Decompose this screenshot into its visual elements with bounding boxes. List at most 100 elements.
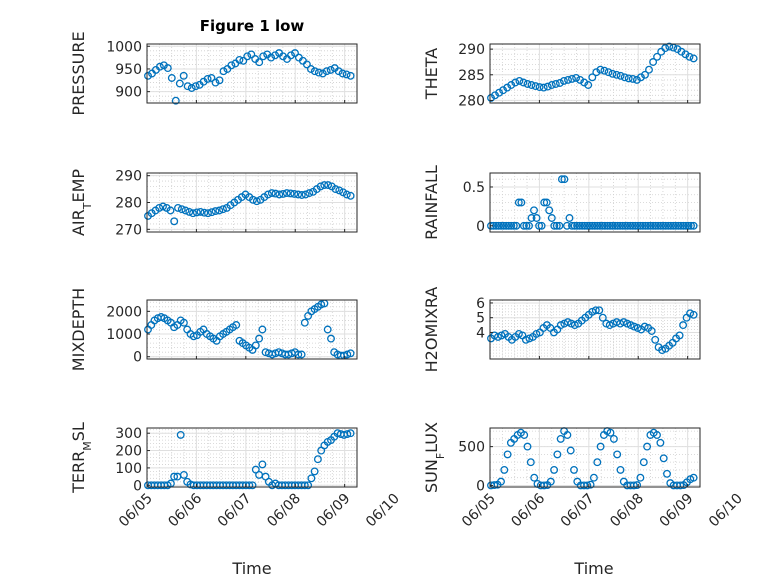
y-axis-label: THETA xyxy=(422,48,441,100)
data-point xyxy=(570,221,579,230)
data-point xyxy=(521,335,530,344)
data-point xyxy=(176,430,185,439)
data-point xyxy=(564,75,572,84)
data-point xyxy=(659,221,668,230)
data-point xyxy=(192,208,201,217)
data-point xyxy=(267,53,276,62)
y-tick-label: 285 xyxy=(458,68,485,84)
data-point xyxy=(523,442,532,451)
data-point xyxy=(243,52,252,61)
data-point xyxy=(181,206,190,215)
y-tick-label: 0 xyxy=(476,219,485,235)
data-point xyxy=(159,202,167,211)
data-point xyxy=(219,205,227,214)
axes-frame xyxy=(489,299,701,360)
data-point xyxy=(167,74,176,82)
data-point xyxy=(551,80,560,88)
data-point xyxy=(249,195,257,204)
data-point xyxy=(183,82,192,91)
data-point xyxy=(560,175,569,184)
data-point xyxy=(645,65,653,74)
data-point xyxy=(304,481,313,490)
data-point xyxy=(596,442,605,451)
data-point xyxy=(689,221,698,230)
data-point xyxy=(618,221,627,230)
subplot-sun-flux: 0 500 06/05 06/06 06/07 06/08 06/09 06/10 SUNFLU… xyxy=(422,422,746,530)
data-point xyxy=(522,221,531,230)
data-point xyxy=(215,76,224,85)
data-point xyxy=(531,82,540,91)
data-point xyxy=(689,310,698,319)
data-point xyxy=(326,65,335,74)
data-point xyxy=(649,58,658,66)
data-point xyxy=(497,477,505,486)
data-point xyxy=(287,51,295,60)
data-point xyxy=(591,306,600,315)
data-point xyxy=(291,49,299,58)
data-point xyxy=(275,190,284,199)
data-point xyxy=(639,458,648,467)
data-point xyxy=(175,79,184,88)
data-point xyxy=(514,198,523,207)
data-point xyxy=(294,190,303,199)
x-tick-label: 06/08 xyxy=(607,491,647,531)
data-point xyxy=(606,428,615,437)
data-point xyxy=(598,221,607,230)
data-point xyxy=(630,322,639,331)
y-tick-label: 500 xyxy=(458,440,485,456)
data-point xyxy=(636,473,645,482)
y-tick-label: 200 xyxy=(115,444,142,460)
x-tick-label: 06/10 xyxy=(706,491,746,531)
data-point xyxy=(279,189,287,198)
y-axis-label: PRESSURE xyxy=(69,31,88,115)
data-point xyxy=(593,221,602,230)
data-point xyxy=(523,80,532,88)
data-point xyxy=(592,68,601,77)
data-point xyxy=(517,198,526,207)
data-point xyxy=(530,473,539,482)
data-point xyxy=(235,55,244,64)
data-point xyxy=(684,221,693,230)
data-point xyxy=(651,221,660,230)
data-point xyxy=(497,221,506,230)
data-point xyxy=(545,206,554,215)
data-point xyxy=(258,325,267,334)
y-axis-label: TERRMSL xyxy=(69,422,94,494)
data-point xyxy=(547,214,556,222)
data-point xyxy=(596,65,605,74)
data-point xyxy=(552,221,561,230)
data-point xyxy=(559,76,568,85)
data-point xyxy=(346,191,355,200)
data-point xyxy=(144,71,152,80)
data-point xyxy=(525,221,533,230)
data-point xyxy=(300,481,309,490)
data-point xyxy=(346,71,355,80)
data-point xyxy=(318,69,327,78)
data-point xyxy=(203,74,212,83)
data-point xyxy=(555,79,564,87)
data-point xyxy=(247,50,256,59)
data-point xyxy=(170,472,179,481)
subplot-theta: 280 285 290 THETA xyxy=(422,42,701,109)
data-point xyxy=(588,73,597,82)
axes-frame xyxy=(489,427,701,488)
data-point xyxy=(609,434,618,443)
data-point xyxy=(687,221,695,230)
data-point xyxy=(629,481,638,490)
data-point xyxy=(305,189,314,198)
data-point xyxy=(624,74,633,83)
data-point xyxy=(685,52,694,61)
data-point xyxy=(255,334,264,343)
data-point xyxy=(346,349,355,358)
data-point xyxy=(331,185,340,194)
y-axis-label: MIXDEPTH xyxy=(69,288,88,371)
x-tick-label: 06/07 xyxy=(215,491,255,531)
data-point xyxy=(636,73,645,82)
data-point xyxy=(676,221,685,230)
data-point xyxy=(177,205,186,214)
data-point xyxy=(211,207,220,216)
data-point xyxy=(612,70,621,79)
data-point xyxy=(658,346,667,355)
data-point xyxy=(171,96,180,105)
